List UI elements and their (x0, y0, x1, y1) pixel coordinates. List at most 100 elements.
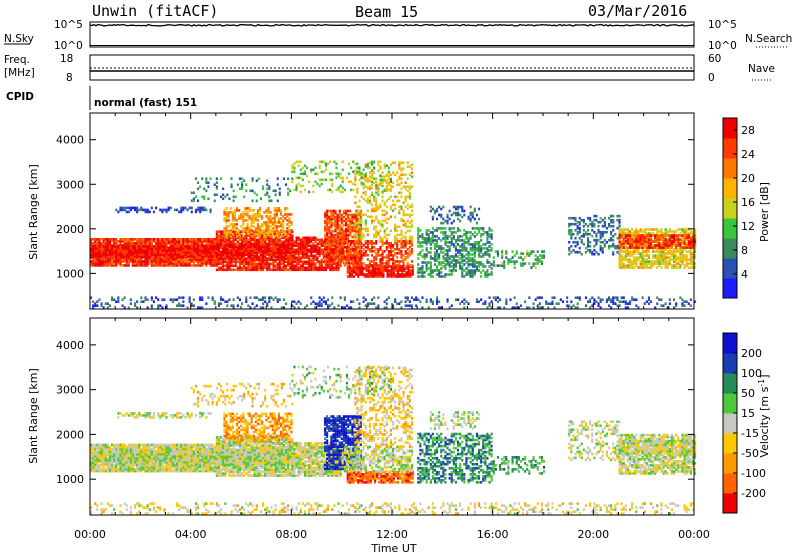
range-gate-cell (249, 255, 252, 259)
range-gate-cell (267, 227, 270, 230)
range-gate-cell (366, 177, 369, 181)
range-gate-cell (379, 165, 382, 169)
range-gate-cell (318, 246, 321, 250)
range-gate-cell (150, 262, 153, 265)
range-gate-cell (180, 238, 183, 241)
range-gate-cell (289, 260, 292, 264)
range-gate-cell (199, 264, 202, 267)
range-gate-cell (178, 238, 181, 241)
range-gate-cell (286, 235, 289, 238)
range-gate-cell (199, 253, 202, 256)
range-gate-cell (209, 247, 212, 250)
range-gate-cell (254, 215, 257, 218)
range-gate-cell (180, 240, 183, 243)
range-gate-cell (247, 257, 250, 261)
range-gate-cell (125, 240, 128, 243)
range-gate-cell (245, 245, 248, 249)
range-gate-cell (148, 242, 151, 245)
range-gate-cell (215, 255, 218, 259)
range-gate-cell (257, 266, 260, 270)
range-gate-cell (240, 217, 243, 220)
range-gate-cell (150, 264, 153, 267)
nsearch-tick-low: 10^0 (708, 40, 737, 52)
range-gate-cell (121, 255, 124, 258)
range-gate-cell (463, 233, 466, 236)
range-gate-cell (442, 247, 445, 250)
range-gate-cell (199, 262, 202, 265)
range-gate-cell (408, 264, 411, 267)
range-gate-cell (182, 245, 185, 248)
range-gate-cell (201, 245, 204, 248)
range-gate-cell (396, 260, 399, 263)
range-gate-cell (360, 262, 363, 265)
range-gate-cell (125, 260, 128, 263)
range-gate-cell (484, 271, 487, 274)
range-gate-cell (152, 251, 155, 254)
range-gate-cell (232, 264, 235, 268)
range-gate-cell (262, 245, 265, 249)
range-gate-cell (140, 264, 143, 267)
range-gate-cell (102, 242, 105, 245)
range-gate-cell (629, 250, 632, 253)
range-gate-cell (310, 236, 313, 240)
range-gate-cell (211, 245, 214, 248)
range-gate-cell (140, 260, 143, 263)
range-gate-cell (171, 245, 174, 248)
range-gate-cell (182, 255, 185, 258)
range-gate-cell (620, 254, 623, 257)
range-gate-cell (117, 245, 120, 248)
range-gate-cell (406, 262, 409, 265)
range-gate-cell (247, 247, 250, 251)
range-gate-cell (131, 253, 134, 256)
range-gate-cell (433, 209, 436, 213)
range-gate-cell (285, 266, 288, 270)
range-gate-cell (203, 260, 206, 263)
range-gate-cell (268, 266, 271, 270)
range-gate-cell (249, 264, 252, 268)
range-gate-cell (259, 238, 262, 242)
range-gate-cell (226, 251, 229, 255)
range-gate-cell (364, 163, 367, 167)
range-gate-cell (410, 219, 413, 223)
range-gate-cell (205, 249, 208, 252)
range-gate-cell (234, 253, 237, 257)
range-gate-cell (165, 258, 168, 261)
range-gate-cell (267, 211, 270, 214)
range-gate-cell (289, 242, 292, 246)
range-gate-cell (259, 264, 262, 268)
range-gate-cell (186, 247, 189, 250)
range-gate-cell (140, 240, 143, 243)
range-gate-cell (400, 161, 403, 165)
range-gate-cell (167, 260, 170, 263)
range-gate-cell (308, 242, 311, 246)
range-gate-cell (228, 266, 231, 270)
range-gate-cell (267, 233, 270, 236)
range-gate-cell (217, 236, 220, 240)
range-gate-cell (421, 233, 424, 236)
range-gate-cell (289, 238, 292, 242)
range-gate-cell (180, 264, 183, 267)
range-gate-cell (173, 258, 176, 261)
range-gate-cell (301, 262, 304, 266)
range-gate-cell (278, 266, 281, 270)
cpid-label: CPID (6, 91, 34, 103)
range-gate-cell (268, 251, 271, 255)
range-gate-cell (406, 248, 409, 251)
range-gate-cell (480, 245, 483, 248)
range-gate-cell (324, 219, 327, 223)
range-gate-cell (398, 161, 401, 165)
range-gate-cell (396, 195, 399, 199)
range-gate-cell (161, 264, 164, 267)
range-gate-cell (280, 255, 283, 259)
range-gate-cell (427, 233, 430, 236)
range-gate-cell (578, 246, 581, 250)
range-gate-cell (243, 258, 246, 262)
range-gate-cell (336, 241, 339, 245)
range-gate-cell (576, 224, 579, 228)
range-gate-cell (480, 233, 483, 236)
range-gate-cell (253, 264, 256, 268)
range-gate-cell (308, 254, 311, 258)
range-gate-cell (272, 238, 275, 242)
range-gate-cell (269, 231, 272, 234)
range-gate-cell (146, 264, 149, 267)
